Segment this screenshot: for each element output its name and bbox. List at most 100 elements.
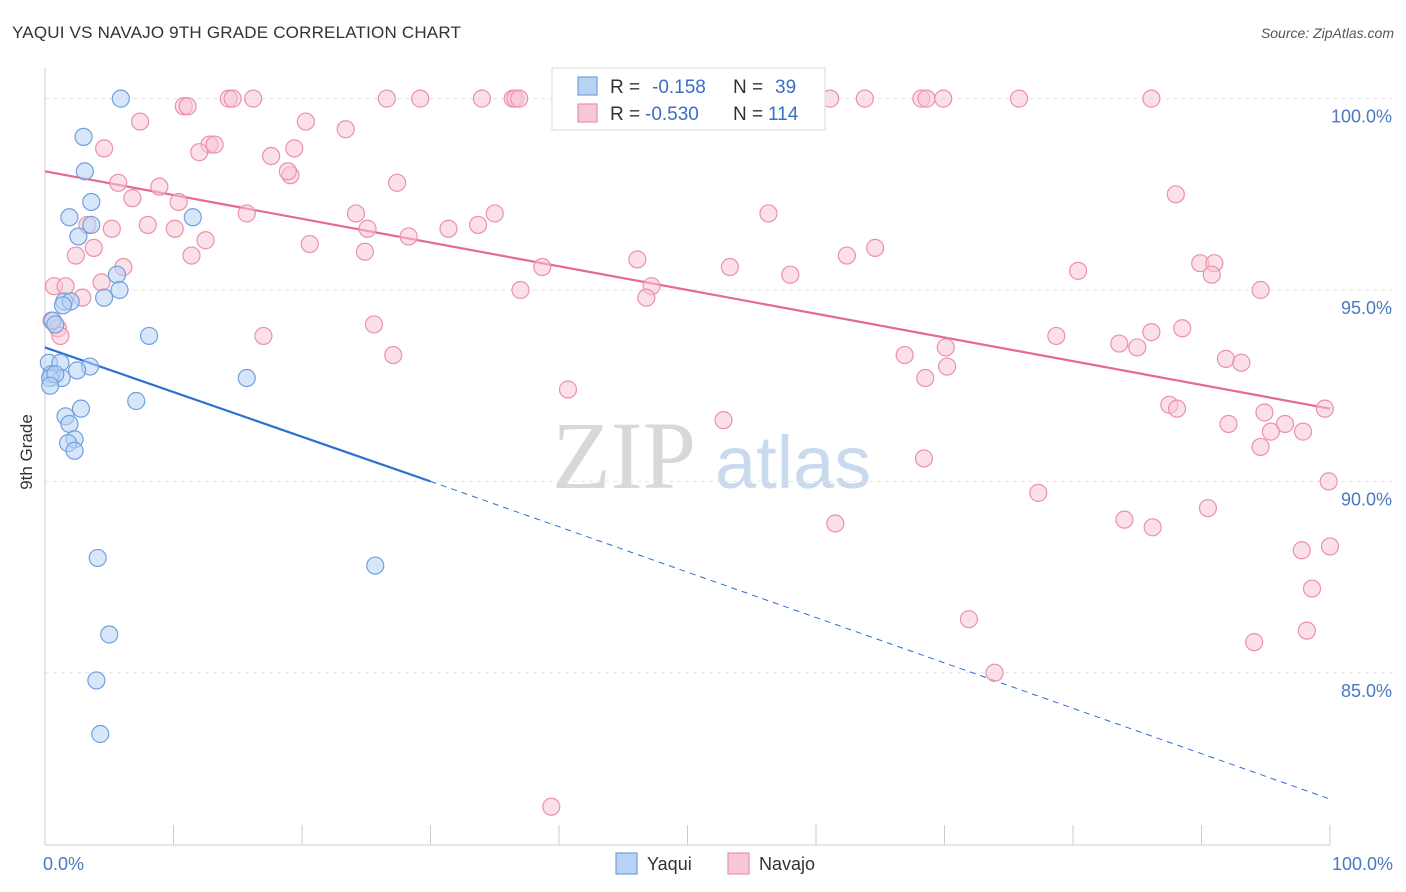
watermark-zip: ZIP (552, 402, 696, 509)
point-navajo (138, 215, 157, 235)
point-navajo (205, 135, 224, 154)
point-navajo (1219, 414, 1238, 434)
legend-series: Yaqui Navajo (615, 852, 815, 875)
x-tick-label: 100.0% (1332, 854, 1393, 874)
point-navajo (1297, 621, 1316, 640)
point-navajo (558, 380, 578, 399)
point-navajo (628, 250, 647, 269)
point-navajo (1202, 265, 1221, 284)
point-navajo (916, 368, 935, 388)
point-navajo (472, 89, 491, 108)
legend-series-swatch-navajo (727, 852, 750, 875)
point-navajo (92, 273, 111, 292)
point-navajo (165, 219, 184, 238)
point-navajo (936, 338, 955, 357)
point-navajo (387, 173, 407, 192)
axes (44, 68, 1331, 846)
legend-n-label: N = (733, 77, 763, 98)
watermark: ZIP atlas (552, 402, 871, 509)
point-yaqui (183, 208, 202, 227)
point-navajo (278, 162, 297, 181)
point-navajo (855, 89, 874, 108)
point-navajo (1128, 338, 1147, 357)
watermark-atlas: atlas (715, 421, 871, 504)
point-yaqui (74, 127, 93, 146)
point-navajo (178, 97, 197, 116)
legend-series-label: Yaqui (647, 854, 692, 874)
point-yaqui (82, 192, 101, 212)
point-yaqui (75, 162, 94, 181)
point-yaqui (69, 227, 88, 246)
point-navajo (781, 265, 800, 284)
point-navajo (1047, 326, 1066, 346)
point-navajo (364, 315, 384, 334)
point-navajo (254, 326, 273, 346)
point-navajo (1320, 537, 1340, 556)
point-navajo (1115, 510, 1134, 529)
point-yaqui (110, 280, 129, 300)
point-yaqui (71, 399, 91, 418)
point-navajo (759, 204, 778, 223)
point-navajo (346, 204, 366, 223)
point-navajo (262, 146, 281, 166)
y-tick-label: 100.0% (1331, 107, 1392, 127)
point-navajo (1275, 414, 1295, 434)
point-yaqui (107, 265, 127, 284)
point-navajo (720, 257, 740, 277)
x-tick-labels: 0.0% 100.0% (43, 854, 1393, 874)
point-navajo (1315, 399, 1334, 418)
point-navajo (934, 89, 953, 108)
point-yaqui (366, 556, 385, 575)
point-navajo (542, 797, 561, 816)
trend-line-dashed-yaqui (430, 480, 1331, 800)
point-navajo (959, 610, 979, 629)
y-tick-label: 85.0% (1341, 681, 1392, 701)
point-navajo (1245, 633, 1264, 652)
legend-n-value: 114 (768, 104, 799, 125)
point-navajo (937, 357, 957, 376)
point-navajo (533, 257, 552, 277)
point-navajo (714, 411, 733, 430)
point-navajo (1143, 518, 1162, 537)
point-navajo (1251, 437, 1270, 457)
point-navajo (1142, 323, 1161, 342)
point-navajo (511, 280, 530, 300)
chart-source: Source: ZipAtlas.com (1261, 25, 1394, 41)
trend-line-yaqui (44, 346, 431, 483)
point-navajo (1029, 483, 1048, 502)
point-yaqui (60, 414, 79, 434)
legend-series-swatch-yaqui (615, 852, 638, 875)
point-navajo (895, 345, 914, 365)
point-yaqui (68, 361, 87, 380)
point-navajo (56, 277, 75, 296)
point-navajo (826, 514, 845, 533)
y-tick-label: 90.0% (1341, 489, 1392, 509)
point-navajo (237, 204, 256, 223)
y-tick-labels: 100.0% 95.0% 90.0% 85.0% (1331, 107, 1392, 701)
point-navajo (399, 227, 418, 246)
point-navajo (182, 246, 201, 265)
point-navajo (866, 238, 885, 257)
point-navajo (1261, 422, 1280, 441)
point-navajo (1216, 349, 1236, 368)
point-yaqui (111, 89, 130, 108)
point-navajo (914, 449, 934, 468)
point-navajo (1319, 472, 1338, 491)
point-navajo (1069, 261, 1088, 280)
legend-n-label: N = (733, 104, 763, 125)
point-navajo (439, 219, 458, 238)
point-navajo (637, 288, 656, 307)
point-navajo (485, 204, 504, 223)
point-yaqui (87, 671, 106, 690)
point-navajo (1251, 280, 1270, 300)
point-navajo (355, 242, 375, 261)
point-navajo (917, 89, 936, 108)
point-navajo (411, 89, 430, 108)
trend-lines (44, 170, 1331, 800)
point-navajo (296, 112, 315, 131)
point-navajo (384, 345, 403, 365)
point-yaqui (237, 368, 256, 388)
point-navajo (1293, 422, 1313, 441)
point-navajo (1232, 353, 1251, 372)
